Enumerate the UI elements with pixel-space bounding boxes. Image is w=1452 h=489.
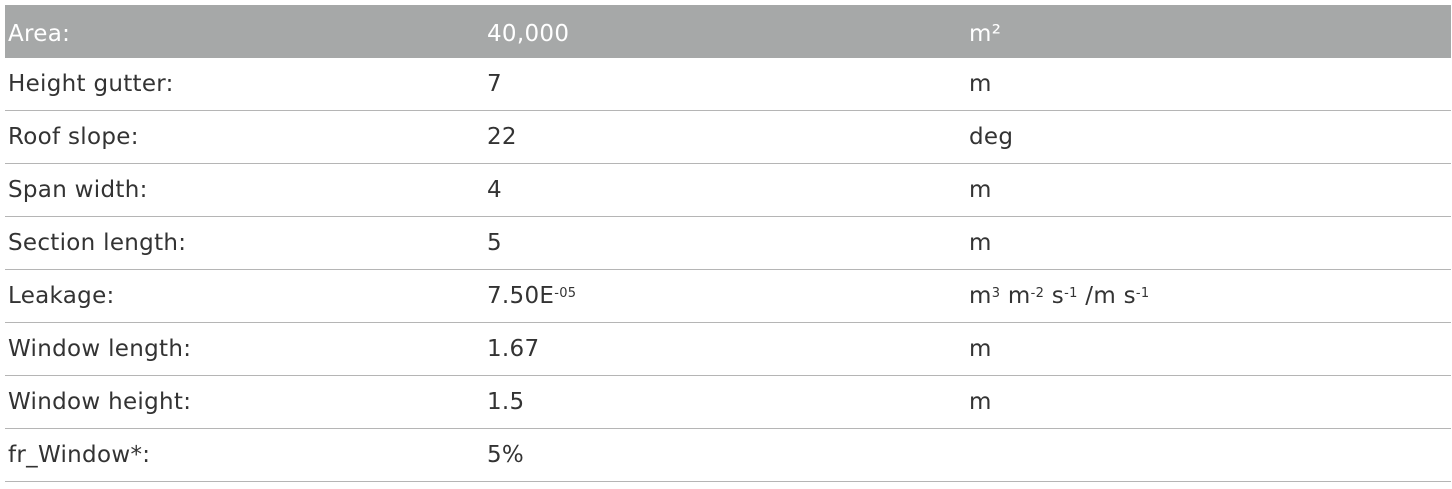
- row-value: 7: [487, 71, 502, 97]
- row-value: 1.67: [487, 336, 540, 362]
- row-value: 7.50E -05: [487, 283, 577, 309]
- row-label: Height gutter:: [8, 71, 174, 97]
- table-row: Window length: 1.67 m: [5, 323, 1451, 376]
- table-row: Span width: 4 m: [5, 164, 1451, 217]
- row-label: fr_Window*:: [8, 442, 151, 468]
- area-unit: m²: [969, 20, 1002, 47]
- table-row: Height gutter: 7 m: [5, 58, 1451, 111]
- leakage-value-base: 7.50E: [487, 283, 555, 309]
- row-unit: m: [969, 230, 992, 256]
- row-unit: deg: [969, 124, 1014, 150]
- row-label: Leakage:: [8, 283, 115, 309]
- table-row: Roof slope: 22 deg: [5, 111, 1451, 164]
- row-label: Section length:: [8, 230, 187, 256]
- unit-s: s: [1044, 283, 1065, 309]
- table-row: fr_Window*: 5%: [5, 429, 1451, 482]
- row-value: 1.5: [487, 389, 525, 415]
- unit-per: /m s: [1077, 283, 1136, 309]
- row-unit: m: [969, 336, 992, 362]
- row-unit: m: [969, 71, 992, 97]
- row-unit: m: [969, 177, 992, 203]
- table-row: Window height: 1.5 m: [5, 376, 1451, 429]
- row-label: Roof slope:: [8, 124, 139, 150]
- area-label: Area:: [8, 20, 71, 47]
- parameters-table: Area: 40,000 m² Height gutter: 7 m Roof …: [5, 5, 1451, 482]
- row-unit: m: [969, 389, 992, 415]
- row-value: 5%: [487, 442, 525, 468]
- table-row: Section length: 5 m: [5, 217, 1451, 270]
- row-value: 4: [487, 177, 502, 203]
- area-value: 40,000: [487, 20, 570, 47]
- unit-m: m: [969, 283, 992, 309]
- row-value: 5: [487, 230, 502, 256]
- table-header-row: Area: 40,000 m²: [5, 5, 1451, 58]
- row-label: Span width:: [8, 177, 148, 203]
- unit-m2: m: [1000, 283, 1031, 309]
- row-label: Window height:: [8, 389, 192, 415]
- row-label: Window length:: [8, 336, 192, 362]
- row-value: 22: [487, 124, 517, 150]
